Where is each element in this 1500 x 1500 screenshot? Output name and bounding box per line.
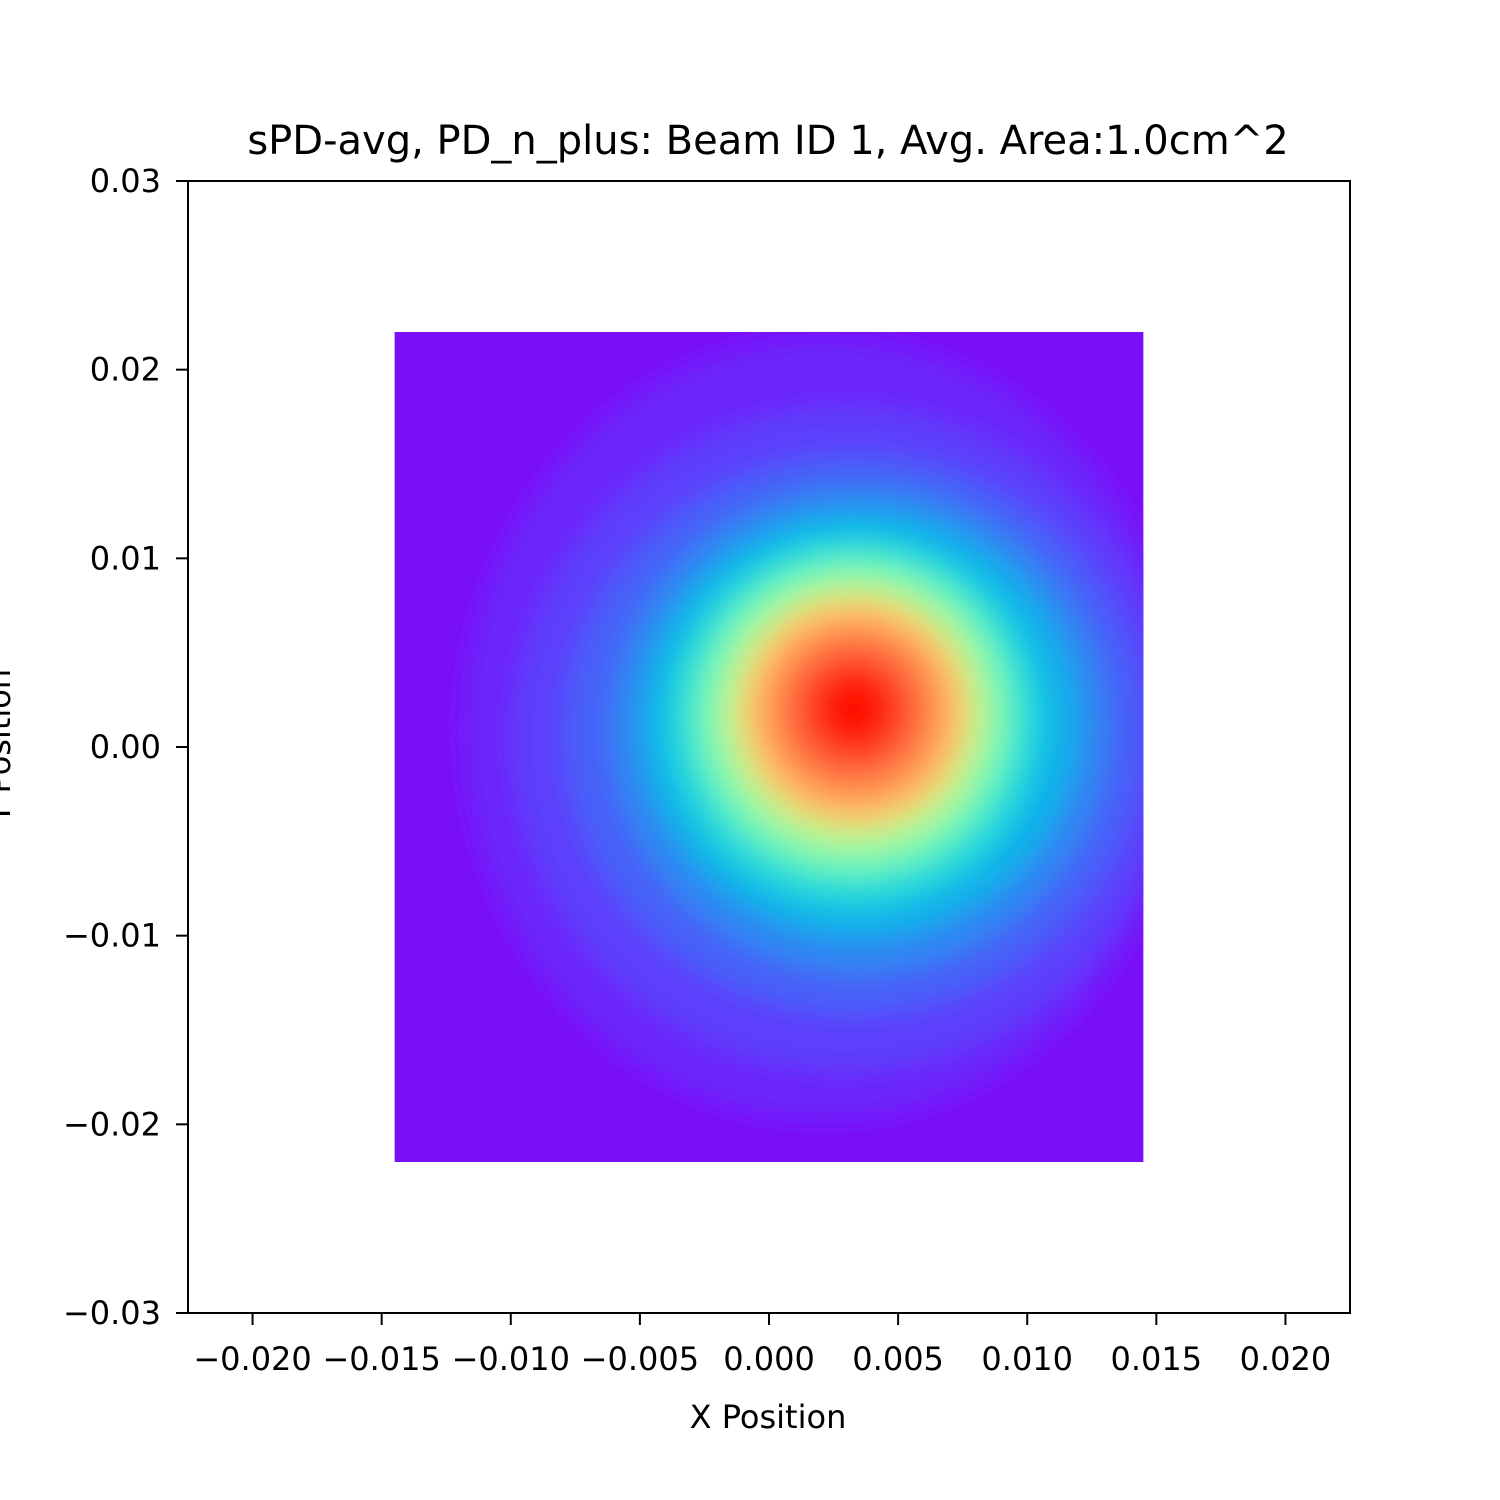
contour-band xyxy=(830,685,879,734)
heatmap-layer xyxy=(394,331,1144,1163)
x-tick-label: 0.010 xyxy=(981,1340,1073,1378)
x-tick-label: −0.015 xyxy=(322,1340,440,1378)
x-tick-label: 0.005 xyxy=(852,1340,944,1378)
x-tick-label: 0.015 xyxy=(1111,1340,1203,1378)
y-tick-label: 0.03 xyxy=(90,162,161,200)
y-tick-label: −0.02 xyxy=(63,1105,161,1143)
y-tick-label: 0.01 xyxy=(90,539,161,577)
x-axis-label: X Position xyxy=(690,1398,847,1436)
y-tick-label: 0.02 xyxy=(90,351,161,389)
y-axis: 0.03 0.02 0.01 0.00 −0.01 −0.02 −0.03 xyxy=(63,162,188,1332)
x-tick-label: −0.010 xyxy=(452,1340,570,1378)
y-tick-label: 0.00 xyxy=(90,728,161,766)
y-axis-label: Y Position xyxy=(0,669,18,824)
y-tick-label: −0.01 xyxy=(63,917,161,955)
y-tick-label: −0.03 xyxy=(63,1294,161,1332)
x-tick-label: −0.005 xyxy=(581,1340,699,1378)
x-tick-label: 0.020 xyxy=(1240,1340,1332,1378)
chart-title: sPD-avg, PD_n_plus: Beam ID 1, Avg. Area… xyxy=(247,118,1288,164)
x-tick-label: 0.000 xyxy=(723,1340,815,1378)
x-tick-label: −0.020 xyxy=(193,1340,311,1378)
heatmap-contours xyxy=(464,339,1144,1120)
x-axis: −0.020 −0.015 −0.010 −0.005 0.000 0.005 0.010 0… xyxy=(193,1313,1331,1378)
